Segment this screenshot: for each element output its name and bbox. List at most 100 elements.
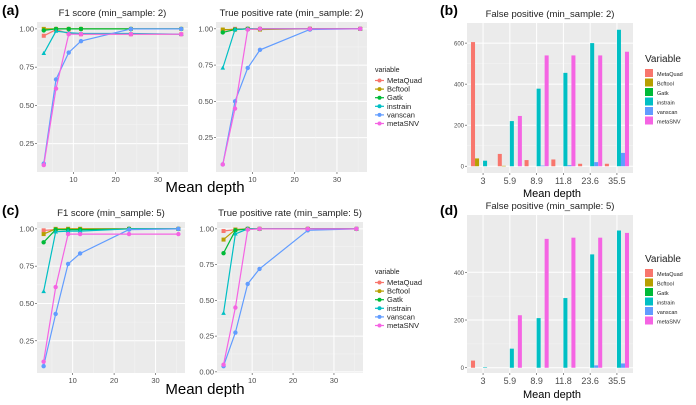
- legend-title: Variable: [645, 54, 681, 65]
- x-tick-label: 35.5: [608, 176, 626, 186]
- legend-key-swatch: [645, 78, 653, 87]
- data-point-instrain: [53, 229, 58, 234]
- data-point-metasnv: [245, 27, 250, 32]
- chart-4: False positive (min_sample: 2) 0 200 400 600…: [454, 9, 633, 186]
- x-tick-label: 35.5: [608, 376, 626, 386]
- x-axis-label-bottom-left: Mean depth: [165, 381, 244, 398]
- bar-metaquad: [578, 163, 583, 167]
- x-tick-label: 30: [154, 175, 162, 184]
- chart-0: F1 score (min_sample: 2) 0.25 0.50 0.75 1.00…: [19, 8, 188, 184]
- data-point-metasnv: [126, 231, 132, 237]
- legend-key-swatch: [645, 116, 653, 125]
- data-point-gatk: [66, 26, 71, 32]
- legend-key-swatch: [645, 69, 653, 77]
- y-tick-label: 0.25: [198, 133, 213, 142]
- bar-vanscan: [594, 162, 599, 167]
- y-tick-label: 200: [454, 319, 465, 325]
- data-point-metasnv: [305, 226, 310, 232]
- bar-metasnv: [571, 237, 576, 368]
- bar-metaquad: [471, 360, 476, 368]
- data-point-vanscan: [245, 65, 250, 71]
- plot-background: [216, 22, 367, 172]
- x-tick-label: 8.9: [530, 176, 543, 186]
- data-point-metasnv: [53, 284, 58, 290]
- legend-label: Gatk: [387, 93, 403, 102]
- data-point-instrain: [232, 27, 238, 32]
- bar-metasnv: [517, 315, 522, 368]
- legend-label: vanscan: [657, 310, 678, 316]
- x-tick-label: 3: [481, 176, 486, 186]
- chart-title: F1 score (min_sample: 2): [59, 8, 167, 19]
- legend-label: Gatk: [657, 291, 669, 297]
- bar-legend: Variable MetaQuad Bcftool Gatk instrain vansc…: [645, 54, 683, 126]
- legend-label: vanscan: [657, 110, 678, 116]
- legend-label: metaSNV: [657, 120, 681, 126]
- legend-key-marker: [377, 280, 382, 285]
- legend-title: variable: [375, 269, 400, 276]
- data-point-metasnv: [220, 162, 225, 167]
- chart-title: True positive rate (min_sample: 2): [220, 8, 364, 19]
- legend-label: Bcftool: [657, 82, 674, 88]
- y-tick-label: 1.00: [19, 224, 34, 233]
- series-line-metasnv: [43, 33, 182, 166]
- y-tick-label: 1.00: [19, 24, 34, 33]
- data-point-instrain: [220, 65, 226, 70]
- y-tick-label: 0.25: [199, 332, 214, 341]
- plot-background: [37, 222, 185, 373]
- data-point-gatk: [41, 240, 46, 245]
- legend-label: metaSNV: [387, 321, 419, 330]
- y-tick-label: 1.00: [198, 24, 213, 33]
- data-point-vanscan: [65, 261, 71, 267]
- data-point-metasnv: [65, 231, 71, 237]
- legend-key-swatch: [645, 278, 653, 287]
- y-tick-label: 0: [461, 165, 465, 171]
- data-point-vanscan: [245, 281, 250, 287]
- legend-label: MetaQuad: [387, 278, 422, 287]
- plot-background: [217, 222, 363, 373]
- bar-metasnv: [598, 55, 603, 167]
- bar-metaquad: [497, 153, 502, 167]
- x-tick-label: 30: [333, 175, 341, 184]
- bar-vanscan: [540, 165, 545, 167]
- legend-key-marker: [377, 323, 382, 328]
- bar-instrain: [616, 29, 621, 167]
- x-tick-label: 11.8: [555, 176, 572, 186]
- legend-label: metaSNV: [657, 320, 681, 326]
- legend-label: instrain: [657, 101, 675, 107]
- data-point-gatk: [233, 228, 238, 233]
- legend-label: Gatk: [387, 295, 403, 304]
- data-point-metasnv: [53, 86, 59, 91]
- y-tick-label: 0.25: [19, 139, 34, 148]
- y-tick-label: 600: [454, 42, 465, 48]
- legend-key-marker: [377, 95, 382, 100]
- data-point-vanscan: [233, 330, 238, 335]
- bar-instrain: [590, 254, 595, 368]
- y-tick-label: 1.00: [199, 224, 214, 233]
- x-tick-label: 23.6: [581, 176, 599, 186]
- bar-instrain: [563, 72, 568, 167]
- bar-metaquad: [604, 163, 609, 167]
- y-tick-label: 0.75: [198, 61, 213, 70]
- plot-background: [467, 23, 633, 173]
- legend-label: vanscan: [387, 312, 415, 321]
- chart-title: F1 score (min_sample: 5): [57, 208, 165, 219]
- data-point-vanscan: [41, 363, 46, 369]
- data-point-vanscan: [257, 266, 262, 272]
- data-point-metasnv: [257, 26, 263, 32]
- y-tick-label: 400: [454, 271, 465, 277]
- legend-label: Bcftool: [387, 287, 410, 296]
- chart-2: F1 score (min_sample: 5) 0.25 0.50 0.75 1.00…: [19, 208, 185, 385]
- data-point-bcftool: [220, 27, 225, 32]
- legend-key-swatch: [645, 88, 653, 96]
- legend-key-marker: [377, 121, 382, 126]
- bar-metasnv: [624, 51, 629, 167]
- x-tick-label: 5.9: [504, 376, 517, 386]
- y-tick-label: 0.00: [199, 367, 214, 376]
- bar-instrain: [509, 121, 514, 167]
- y-tick-label: 0.75: [19, 262, 34, 271]
- bar-metasnv: [571, 55, 576, 167]
- x-axis-label-top-left: Mean depth: [165, 179, 244, 196]
- legend-key-marker: [377, 112, 382, 117]
- data-point-metasnv: [41, 359, 46, 364]
- y-tick-label: 0.75: [19, 63, 34, 72]
